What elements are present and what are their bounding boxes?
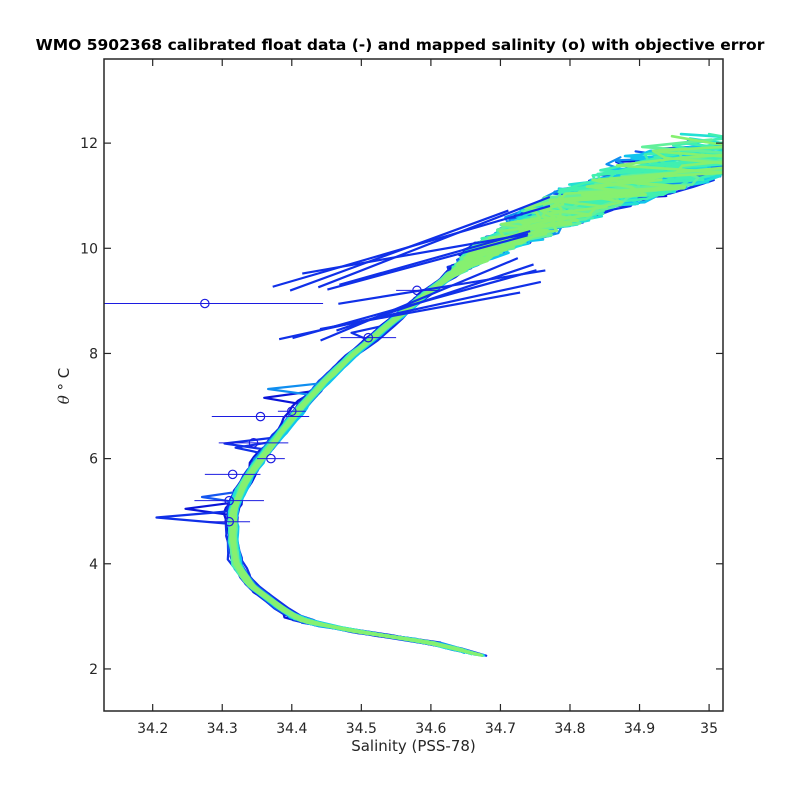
- x-tick-label: 34.4: [276, 721, 307, 737]
- chart-title: WMO 5902368 calibrated float data (-) an…: [35, 36, 765, 54]
- mapped-salinity-point: [248, 438, 259, 448]
- mapped-salinity-point: [200, 298, 210, 309]
- y-axis: 2 4 6 8 10 12: [80, 136, 723, 678]
- mapped-salinity-point: [412, 285, 422, 296]
- x-tick-label: 34.8: [554, 721, 585, 737]
- y-tick-label: 6: [89, 452, 98, 468]
- float-profile-line: [155, 228, 532, 651]
- mapped-salinity-point: [255, 411, 266, 422]
- float-profile-line: [229, 239, 517, 648]
- mapped-salinity-point: [286, 406, 297, 417]
- x-axis-label: Salinity (PSS-78): [351, 737, 476, 755]
- float-profile-line: [319, 291, 521, 331]
- float-profile-line: [230, 137, 723, 641]
- float-profile-line: [231, 245, 510, 657]
- float-profile-line: [302, 232, 529, 275]
- y-tick-label: 12: [80, 136, 98, 152]
- x-tick-label: 34.3: [207, 721, 238, 737]
- mapped-salinity-markers: [200, 285, 422, 527]
- x-tick-label: 34.6: [415, 721, 446, 737]
- x-tick-label: 35: [700, 721, 718, 737]
- float-profiles: [155, 132, 723, 657]
- y-axis-label: θ ° C: [55, 368, 73, 405]
- float-profile-line: [228, 132, 723, 643]
- y-tick-label: 8: [89, 346, 98, 362]
- float-profile-line: [327, 234, 528, 291]
- y-tick-label: 4: [89, 557, 98, 573]
- float-profile-line: [338, 269, 546, 305]
- x-tick-label: 34.2: [137, 721, 168, 737]
- y-tick-label: 10: [80, 241, 98, 257]
- mapped-salinity-point: [266, 453, 276, 464]
- float-profile-line: [317, 195, 551, 289]
- x-tick-label: 34.5: [346, 721, 377, 737]
- mapped-salinity-point: [227, 469, 238, 480]
- mapped-salinity-errorbars: [104, 289, 438, 523]
- float-profile-line: [289, 209, 509, 292]
- theta-symbol: θ: [55, 395, 73, 405]
- mapped-salinity-point: [224, 495, 234, 506]
- float-profile-line: [235, 207, 607, 647]
- float-profile-line: [320, 257, 519, 342]
- float-profile-line: [339, 230, 531, 286]
- y-axis-unit: ° C: [55, 367, 73, 391]
- x-tick-label: 34.9: [624, 721, 655, 737]
- mapped-salinity-point: [224, 516, 234, 527]
- mapped-salinity-point: [363, 332, 374, 343]
- x-axis: 34.2 34.3 34.4 34.5 34.6 34.7 34.8 34.9 35: [137, 59, 718, 737]
- x-tick-label: 34.7: [485, 721, 516, 737]
- plot-frame: [103, 58, 724, 712]
- y-tick-label: 2: [89, 662, 98, 678]
